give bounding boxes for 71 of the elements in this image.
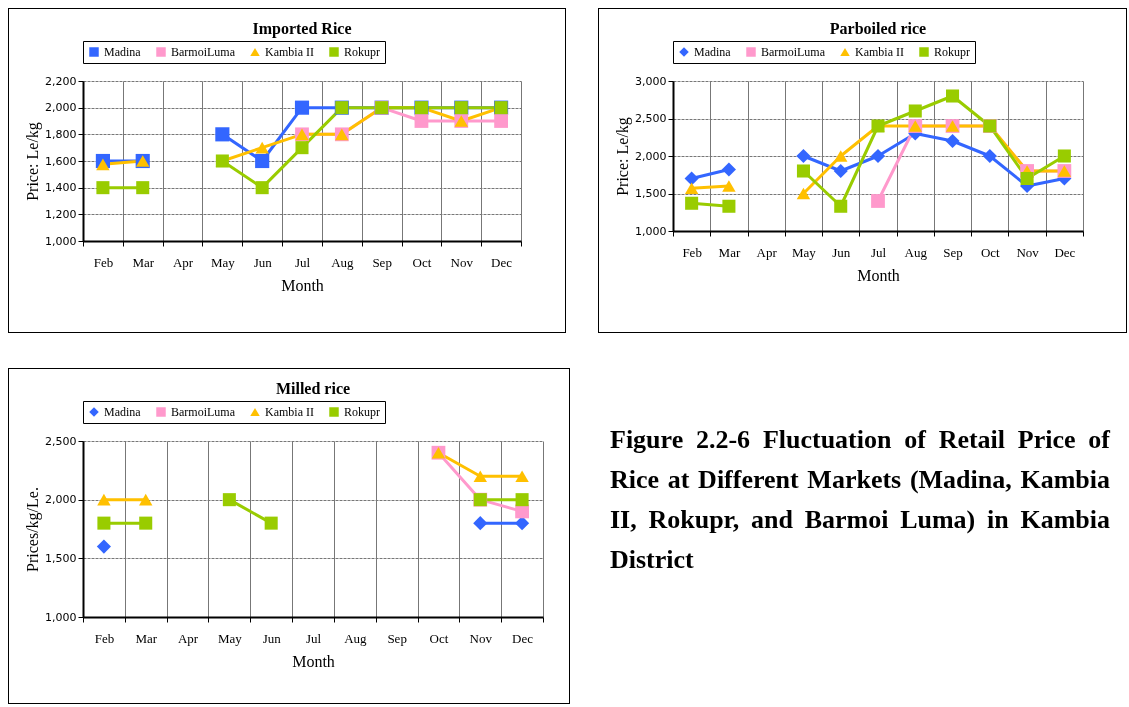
y-tick-label: 1,600 xyxy=(45,154,77,168)
x-tick-label: Oct xyxy=(429,630,449,646)
y-axis-title: Price: Le/kg xyxy=(24,122,43,201)
x-axis-title: Month xyxy=(281,276,324,294)
legend-label: Rokupr xyxy=(934,45,970,59)
x-tick-label: Apr xyxy=(177,630,199,646)
y-tick-label: 1,000 xyxy=(45,234,77,248)
x-tick-label: Nov xyxy=(450,254,474,270)
legend-label: BarmoiLuma xyxy=(171,45,236,59)
chart-title: Imported Rice xyxy=(252,19,352,38)
x-tick-label: Feb xyxy=(93,254,114,270)
x-tick-label: Mar xyxy=(132,254,155,270)
y-tick-label: 2,500 xyxy=(45,434,77,448)
y-tick-label: 2,000 xyxy=(635,149,667,163)
y-tick-label: 1,800 xyxy=(45,127,77,141)
legend-label: Madina xyxy=(104,45,142,59)
legend-label: BarmoiLuma xyxy=(171,405,236,419)
legend-label: Kambia II xyxy=(265,405,314,419)
x-tick-label: Mar xyxy=(718,244,741,260)
legend-label: Kambia II xyxy=(855,45,904,59)
legend-label: Madina xyxy=(104,405,142,419)
y-tick-label: 2,500 xyxy=(635,112,667,125)
x-tick-label: Mar xyxy=(135,630,158,646)
y-tick-label: 2,200 xyxy=(45,74,77,88)
y-tick-label: 1,000 xyxy=(635,224,667,238)
x-tick-label: Jul xyxy=(870,244,887,260)
y-tick-label: 2,000 xyxy=(45,493,77,507)
x-tick-label: Jul xyxy=(305,630,322,646)
chart-title: Parboiled rice xyxy=(829,19,927,37)
x-axis-title: Month xyxy=(857,266,900,284)
x-tick-label: Jun xyxy=(262,630,282,646)
x-tick-label: Aug xyxy=(344,630,368,646)
legend-label: Rokupr xyxy=(344,405,380,419)
text: Figure 2.2-6 Fluctuation of Retail Price of Rice at Different Markets (Madina, Kambia II, Rokupr, and Barmoi Luma) in Kambia District xyxy=(610,424,1110,576)
y-tick-label: 1,000 xyxy=(45,610,77,624)
legend-label: Madina xyxy=(694,45,732,59)
x-tick-label: Dec xyxy=(491,254,513,270)
x-tick-label: Feb xyxy=(682,244,702,260)
y-axis-title: Prices/kg/Le. xyxy=(24,487,43,572)
x-tick-label: Oct xyxy=(980,244,1001,260)
x-tick-label: May xyxy=(210,254,236,270)
x-tick-label: Dec xyxy=(1054,244,1076,260)
x-tick-label: Nov xyxy=(1016,244,1040,260)
x-tick-label: Sep xyxy=(387,630,407,646)
chart-title: Milled rice xyxy=(275,379,351,397)
x-tick-label: Aug xyxy=(331,254,355,270)
x-tick-label: Dec xyxy=(512,630,534,646)
x-tick-label: Aug xyxy=(904,244,928,260)
legend-label: Kambia II xyxy=(265,45,314,59)
y-tick-label: 1,400 xyxy=(45,181,77,195)
x-tick-label: Nov xyxy=(469,630,493,646)
x-axis-title: Month xyxy=(292,652,335,670)
x-tick-label: Jun xyxy=(253,254,273,270)
y-tick-label: 1,500 xyxy=(635,187,667,200)
x-tick-label: Jul xyxy=(294,254,311,270)
x-tick-label: Sep xyxy=(943,244,963,260)
x-tick-label: Jun xyxy=(832,244,851,260)
legend-label: BarmoiLuma xyxy=(761,45,826,59)
x-tick-label: Oct xyxy=(412,254,432,270)
x-tick-label: May xyxy=(217,630,243,646)
x-tick-label: Feb xyxy=(94,630,115,646)
x-tick-label: Sep xyxy=(372,254,392,270)
x-tick-label: Apr xyxy=(756,244,778,260)
y-tick-label: 1,500 xyxy=(45,551,77,565)
y-tick-label: 2,000 xyxy=(45,101,77,115)
y-axis-title: Price: Le/kg xyxy=(614,117,633,196)
legend-label: Rokupr xyxy=(344,45,380,59)
y-tick-label: 3,000 xyxy=(635,74,667,88)
y-tick-label: 1,200 xyxy=(45,207,77,221)
x-tick-label: Apr xyxy=(172,254,194,270)
x-tick-label: May xyxy=(792,244,817,260)
